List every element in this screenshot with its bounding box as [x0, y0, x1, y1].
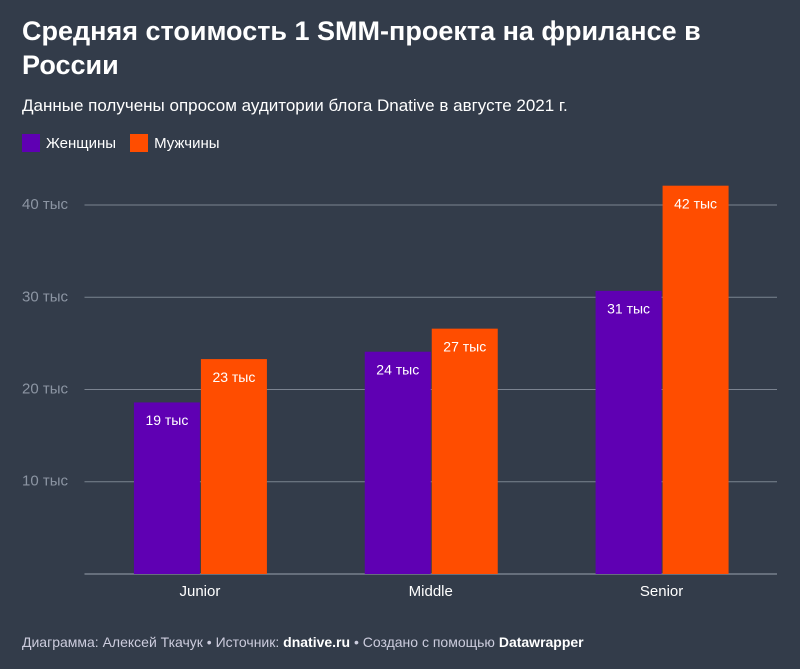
- value-label: 23 тыс: [212, 369, 255, 385]
- y-tick-label: 40 тыс: [22, 196, 69, 213]
- legend-label: Женщины: [46, 134, 117, 152]
- y-tick-label: 10 тыс: [22, 473, 69, 490]
- chart-subtitle: Данные получены опросом аудитории блога …: [22, 96, 568, 115]
- y-tick-label: 20 тыс: [22, 380, 69, 397]
- legend-item: Мужчины: [130, 134, 220, 152]
- footer-text: • Создано с помощью: [350, 634, 499, 650]
- value-label: 19 тыс: [145, 412, 188, 428]
- y-tick-label: 30 тыс: [22, 288, 69, 305]
- bar: [595, 290, 662, 574]
- value-label: 31 тыс: [607, 301, 650, 317]
- footer-text: Диаграмма: Алексей Ткачук • Источник:: [22, 634, 284, 650]
- x-tick-label: Junior: [179, 583, 220, 600]
- bar: [200, 359, 267, 574]
- legend-swatch: [130, 134, 149, 152]
- x-tick-label: Middle: [409, 583, 453, 600]
- legend-label: Мужчины: [154, 134, 220, 152]
- footer-link: dnative.ru: [283, 634, 351, 650]
- value-label: 42 тыс: [674, 195, 717, 211]
- legend: Женщины Мужчины: [22, 134, 220, 152]
- footer-tool: Datawrapper: [498, 634, 584, 650]
- bar: [364, 351, 431, 574]
- value-label: 24 тыс: [376, 361, 419, 377]
- bar: [133, 402, 200, 574]
- chart-title: Средняя стоимость 1 SMM-проекта на фрила…: [22, 16, 701, 80]
- bar: [662, 185, 729, 575]
- legend-item: Женщины: [22, 134, 116, 152]
- legend-swatch: [22, 134, 40, 152]
- value-label: 27 тыс: [443, 338, 486, 354]
- bar: [431, 328, 498, 574]
- chart: 10 тыс 20 тыс 30 тыс 40 тыс Junior 19 тыс 23 т…: [22, 185, 777, 600]
- x-tick-label: Senior: [640, 583, 683, 600]
- footer: Диаграмма: Алексей Ткачук • Источник: dn…: [22, 634, 584, 650]
